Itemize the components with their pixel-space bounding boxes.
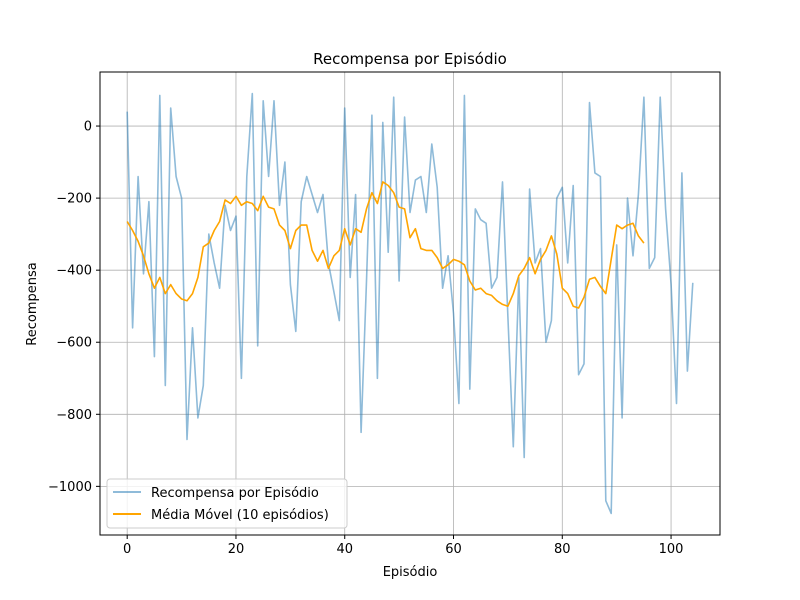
legend: Recompensa por Episódio Média Móvel (10 … [106,478,348,529]
y-tick-label: −400 [56,264,92,279]
plot-frame [99,71,721,536]
series-line-moving-average [126,181,645,309]
y-axis-label: Recompensa [25,262,40,345]
x-tick-label: 80 [554,542,571,557]
series-layer [126,92,694,515]
chart-title: Recompensa por Episódio [313,50,507,68]
y-tick-label: −800 [56,408,92,423]
legend-label-moving-average: Média Móvel (10 episódios) [151,508,329,523]
x-tick-label: 20 [228,542,245,557]
y-tick-label: −200 [56,192,92,207]
x-tick-label: 0 [123,542,131,557]
series-line-reward [126,92,694,515]
x-axis-label: Episódio [383,565,438,580]
x-tick-label: 40 [336,542,353,557]
legend-box [106,478,348,529]
y-tick-label: −600 [56,336,92,351]
y-tick-label: −1000 [48,480,92,495]
ticks: 0 20 40 60 80 100 −1000 −800 −600 −400 −200 0 [48,120,683,557]
legend-label-reward: Recompensa por Episódio [151,486,319,501]
x-tick-label: 100 [659,542,684,557]
x-tick-label: 60 [445,542,462,557]
y-tick-label: 0 [84,120,92,135]
